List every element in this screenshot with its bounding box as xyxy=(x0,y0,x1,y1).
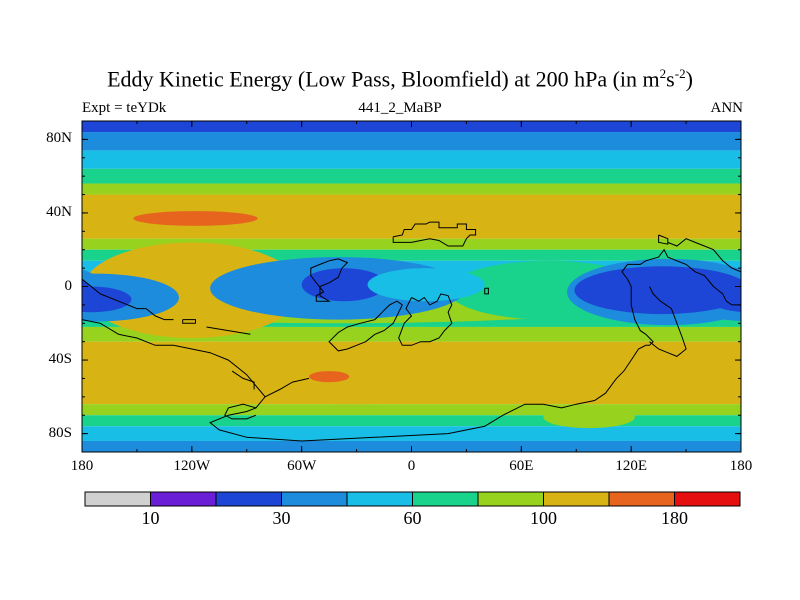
contour-band xyxy=(82,249,741,261)
lat-tick-label: 0 xyxy=(64,277,73,294)
colorbar-swatch xyxy=(477,491,544,507)
lon-tick-label: 0 xyxy=(407,458,416,474)
colorbar-swatch xyxy=(346,491,413,507)
lat-tick-label: 80N xyxy=(46,130,72,147)
colorbar-swatch xyxy=(150,491,217,507)
contour-region xyxy=(709,286,741,312)
coastline xyxy=(310,258,349,302)
season-label: ANN xyxy=(710,100,744,116)
lat-tick-label: 80S xyxy=(48,424,72,441)
colorbar-label: 10 xyxy=(141,508,160,528)
contour-region xyxy=(367,268,485,302)
colorbar-swatch xyxy=(215,491,282,507)
contour-region xyxy=(82,286,132,313)
lon-tick-label: 120W xyxy=(173,458,211,474)
coastline xyxy=(392,221,477,247)
run-label: 441_2_MaBP xyxy=(358,100,442,116)
contour-region xyxy=(173,374,540,405)
contour-band xyxy=(82,415,741,427)
contour-region xyxy=(82,279,92,301)
chart-title: Eddy Kinetic Energy (Low Pass, Bloomfiel… xyxy=(107,66,693,92)
colorbar-swatch xyxy=(281,491,348,507)
coastline xyxy=(649,286,687,357)
colorbar-swatch xyxy=(412,491,479,507)
colorbar-label: 60 xyxy=(403,508,422,528)
contour-region xyxy=(308,371,350,383)
contour-band xyxy=(82,238,741,250)
lon-tick-label: 180 xyxy=(729,458,753,474)
contour-band xyxy=(82,426,741,441)
coastline xyxy=(328,300,403,352)
colorbar-swatch xyxy=(84,491,151,507)
data-field xyxy=(82,121,800,452)
contour-band xyxy=(82,404,741,416)
coastline xyxy=(667,238,741,273)
coastline xyxy=(621,248,741,306)
colorbar-swatch xyxy=(543,491,610,507)
lon-tick-label: 180 xyxy=(70,458,94,474)
coastline xyxy=(182,319,196,324)
colorbar-swatch xyxy=(674,491,741,507)
coastline xyxy=(484,287,489,295)
colorbar-label: 180 xyxy=(661,508,688,528)
colorbar-swatch xyxy=(608,491,675,507)
lon-tick-label: 60E xyxy=(509,458,534,474)
coastline xyxy=(658,234,669,245)
coastline xyxy=(224,403,257,420)
coastline xyxy=(398,293,453,346)
contour-region xyxy=(574,266,741,315)
colorbar-label: 30 xyxy=(272,508,291,528)
coastline xyxy=(231,370,255,390)
contour-band xyxy=(82,132,741,151)
contour-band xyxy=(82,150,741,169)
lon-tick-label: 60W xyxy=(287,458,317,474)
lon-tick-label: 120E xyxy=(615,458,647,474)
contour-region xyxy=(543,406,635,429)
contour-region xyxy=(741,242,800,338)
lat-tick-label: 40N xyxy=(46,203,72,220)
contour-band xyxy=(82,183,741,195)
coastline xyxy=(82,278,174,321)
contour-region xyxy=(133,211,258,226)
colorbar-label: 100 xyxy=(530,508,557,528)
coastline xyxy=(206,326,251,335)
coastline xyxy=(82,286,654,442)
experiment-label: Expt = teYDk xyxy=(82,100,167,116)
lat-tick-label: 40S xyxy=(48,351,72,368)
coastline xyxy=(264,377,310,398)
contour-band xyxy=(82,168,741,184)
